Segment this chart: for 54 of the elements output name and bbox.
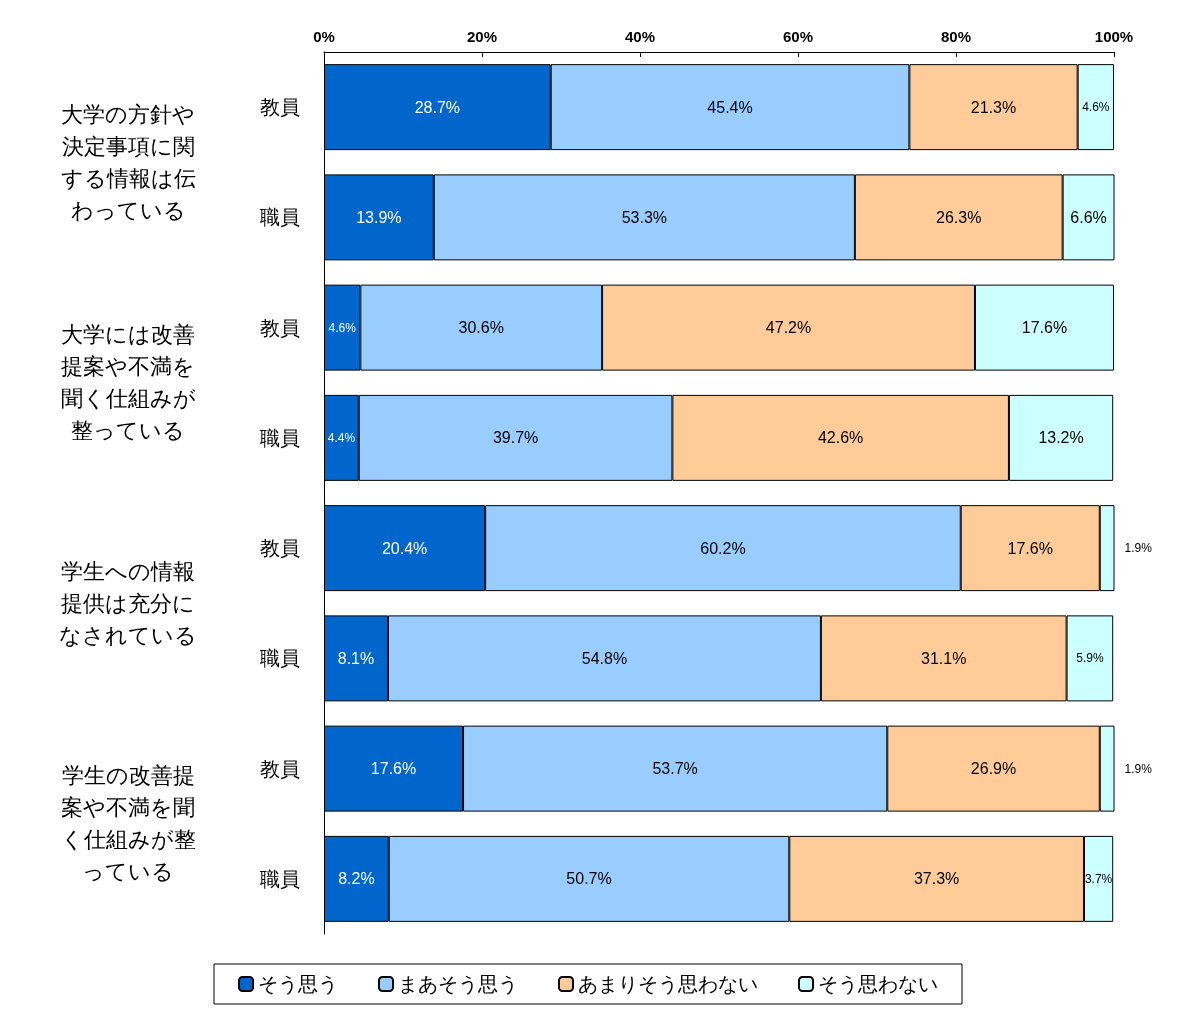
data-label: 1.9% [1124,541,1153,556]
data-label: 39.7% [492,429,539,447]
y-tick-label: 職員 [260,206,300,229]
data-label: 26.3% [936,208,982,226]
data-label: 1.9% [1124,761,1153,776]
legend-label: あまりそう思わない [578,973,758,995]
y-tick-label: 職員 [260,867,300,890]
data-label: 8.2% [338,870,375,888]
data-label: 17.6% [1007,539,1053,557]
legend-label: そう思う [258,973,338,995]
x-tick-label: 0% [313,28,335,45]
data-label: 54.8% [581,649,628,667]
data-label: 60.2% [700,539,746,557]
y-tick-label: 職員 [260,647,300,670]
data-label: 4.4% [327,430,356,445]
y-tick-label: 教員 [260,757,300,780]
data-label: 45.4% [707,98,753,116]
data-label: 53.3% [621,208,668,226]
data-label: 13.9% [356,208,402,226]
data-label: 20.4% [381,539,428,557]
legend-label: まあそう思う [398,973,518,995]
data-label: 30.6% [458,319,504,337]
data-label: 5.9% [1076,651,1104,666]
data-label: 37.3% [913,870,960,888]
x-tick-label: 80% [940,28,972,45]
text: 大学には改善提案や不満を聞く仕組みが整っている [60,322,196,444]
text: 学生への情報提供は充分になされている [59,558,197,648]
data-label: 50.7% [566,870,612,888]
data-label: 17.6% [370,760,417,778]
data-label: 13.2% [1038,429,1084,447]
data-label: 3.7% [1084,871,1113,886]
text: 大学の方針や決定事項に関する情報は伝わっている [60,101,196,223]
y-tick-label: 職員 [260,426,300,449]
legend-label: そう思わない [818,973,938,995]
data-label: 47.2% [765,319,812,337]
data-label: 4.6% [328,320,357,335]
data-label: 8.1% [337,649,375,667]
y-tick-label: 教員 [260,96,300,119]
data-label: 21.3% [970,98,1017,116]
x-tick-label: 100% [1094,28,1134,45]
data-label: 28.7% [414,98,461,116]
data-label: 4.6% [1082,100,1110,115]
data-label: 42.6% [817,429,864,447]
data-label: 17.6% [1021,319,1068,337]
data-label: 26.9% [970,760,1017,778]
y-tick-label: 教員 [260,537,300,560]
x-tick-label: 40% [624,28,656,45]
text: 学生の改善提案や不満を聞く仕組みが整っている [60,763,196,885]
x-tick-label: 60% [782,28,814,45]
y-tick-label: 教員 [260,316,300,339]
data-label: 53.7% [652,760,698,778]
data-label: 6.6% [1070,208,1107,226]
data-label: 31.1% [921,649,967,667]
x-tick-label: 20% [466,28,498,45]
